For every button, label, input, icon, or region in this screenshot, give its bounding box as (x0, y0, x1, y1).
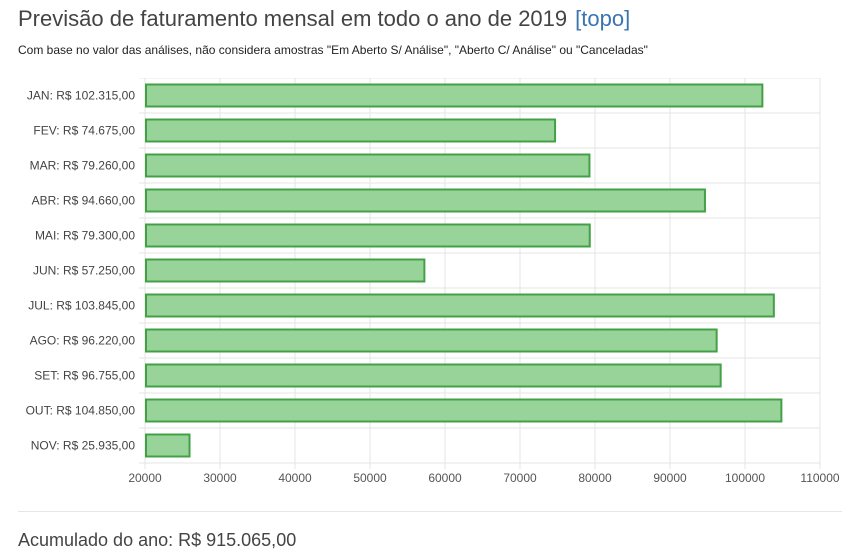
footer-divider (18, 511, 842, 512)
category-label: AGO: R$ 96.220,00 (30, 334, 136, 348)
annual-total: Acumulado do ano: R$ 915.065,00 (18, 530, 297, 550)
x-tick-label: 80000 (578, 471, 612, 485)
x-tick-label: 40000 (278, 471, 312, 485)
bar (145, 83, 764, 108)
bar (145, 363, 722, 388)
x-tick-label: 60000 (428, 471, 462, 485)
category-label: NOV: R$ 25.935,00 (31, 439, 136, 453)
category-label: JAN: R$ 102.315,00 (27, 89, 135, 103)
bar (145, 118, 557, 143)
x-tick-label: 70000 (503, 471, 537, 485)
x-tick-label: 100000 (725, 471, 765, 485)
category-label: JUN: R$ 57.250,00 (33, 264, 135, 278)
page-subtitle: Com base no valor das análises, não cons… (18, 43, 648, 57)
x-tick-label: 50000 (353, 471, 387, 485)
bar (145, 153, 591, 178)
bar (145, 258, 426, 283)
bar (145, 188, 706, 213)
category-label: FEV: R$ 74.675,00 (33, 124, 135, 138)
page-title: Previsão de faturamento mensal em todo o… (18, 6, 630, 32)
category-label: MAI: R$ 79.300,00 (35, 229, 135, 243)
top-link[interactable]: [topo] (575, 6, 631, 31)
bar (145, 223, 591, 248)
x-tick-label: 90000 (653, 471, 687, 485)
x-tick-label: 20000 (128, 471, 162, 485)
bar (145, 328, 718, 353)
x-tick-label: 30000 (203, 471, 237, 485)
page-title-text: Previsão de faturamento mensal em todo o… (18, 6, 568, 31)
bar (145, 398, 783, 423)
category-label: OUT: R$ 104.850,00 (26, 404, 136, 418)
revenue-bar-chart: 20000 30000 40000 50000 60000 70000 80000 90000… (26, 78, 840, 485)
category-label: MAR: R$ 79.260,00 (30, 159, 136, 173)
category-label: SET: R$ 96.755,00 (34, 369, 135, 383)
category-label: ABR: R$ 94.660,00 (32, 194, 136, 208)
bar (145, 433, 191, 458)
bar (145, 293, 775, 318)
x-tick-label: 110000 (800, 471, 839, 485)
category-label: JUL: R$ 103.845,00 (28, 299, 135, 313)
